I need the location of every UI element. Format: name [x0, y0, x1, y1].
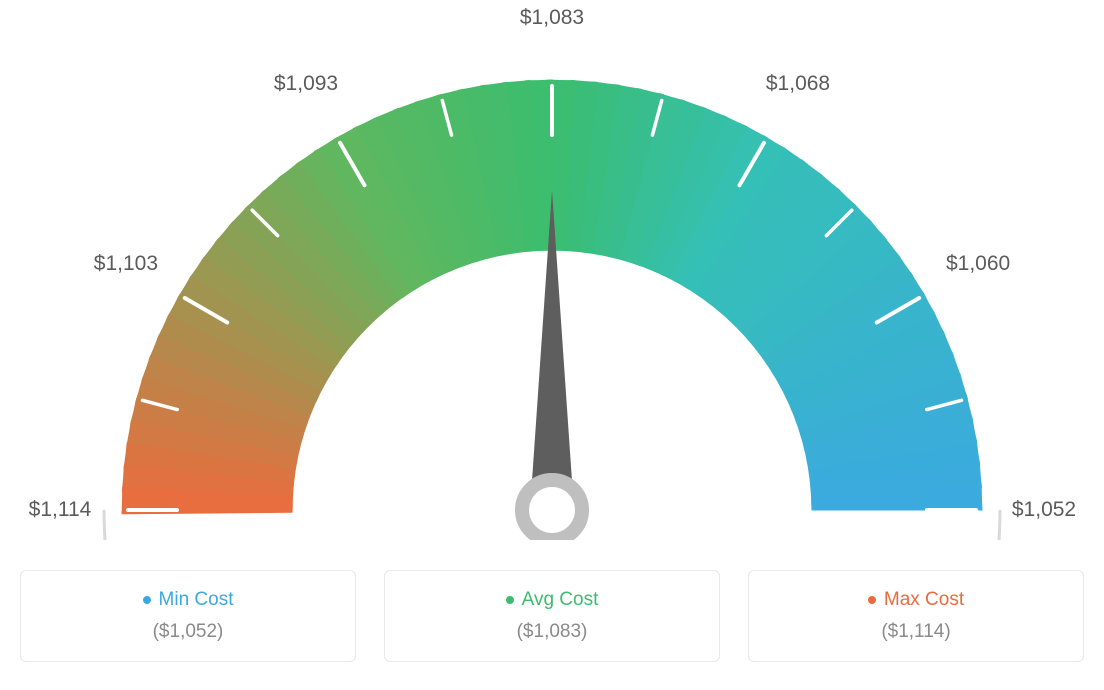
legend-card-max: Max Cost ($1,114) — [748, 570, 1084, 662]
scale-label: $1,052 — [1012, 498, 1076, 522]
legend-card-min: Min Cost ($1,052) — [20, 570, 356, 662]
legend-value-max: ($1,114) — [769, 621, 1063, 643]
scale-label: $1,068 — [766, 72, 830, 96]
legend-label-avg: Avg Cost — [506, 589, 599, 611]
scale-label: $1,083 — [520, 6, 584, 30]
legend-dot-min — [143, 596, 151, 604]
gauge-svg — [20, 20, 1084, 540]
legend-label-text-max: Max Cost — [884, 589, 964, 611]
legend-label-text-avg: Avg Cost — [522, 589, 599, 611]
cost-gauge: $1,052$1,060$1,068$1,083$1,093$1,103$1,1… — [20, 20, 1084, 540]
scale-label: $1,103 — [94, 252, 158, 276]
legend-card-avg: Avg Cost ($1,083) — [384, 570, 720, 662]
legend-label-max: Max Cost — [868, 589, 964, 611]
scale-label: $1,060 — [946, 252, 1010, 276]
legend-label-min: Min Cost — [143, 589, 234, 611]
legend-label-text-min: Min Cost — [159, 589, 234, 611]
scale-label: $1,114 — [29, 498, 92, 522]
scale-label: $1,093 — [274, 72, 338, 96]
legend-dot-max — [868, 596, 876, 604]
legend-row: Min Cost ($1,052) Avg Cost ($1,083) Max … — [20, 570, 1084, 662]
legend-value-min: ($1,052) — [41, 621, 335, 643]
legend-value-avg: ($1,083) — [405, 621, 699, 643]
legend-dot-avg — [506, 596, 514, 604]
